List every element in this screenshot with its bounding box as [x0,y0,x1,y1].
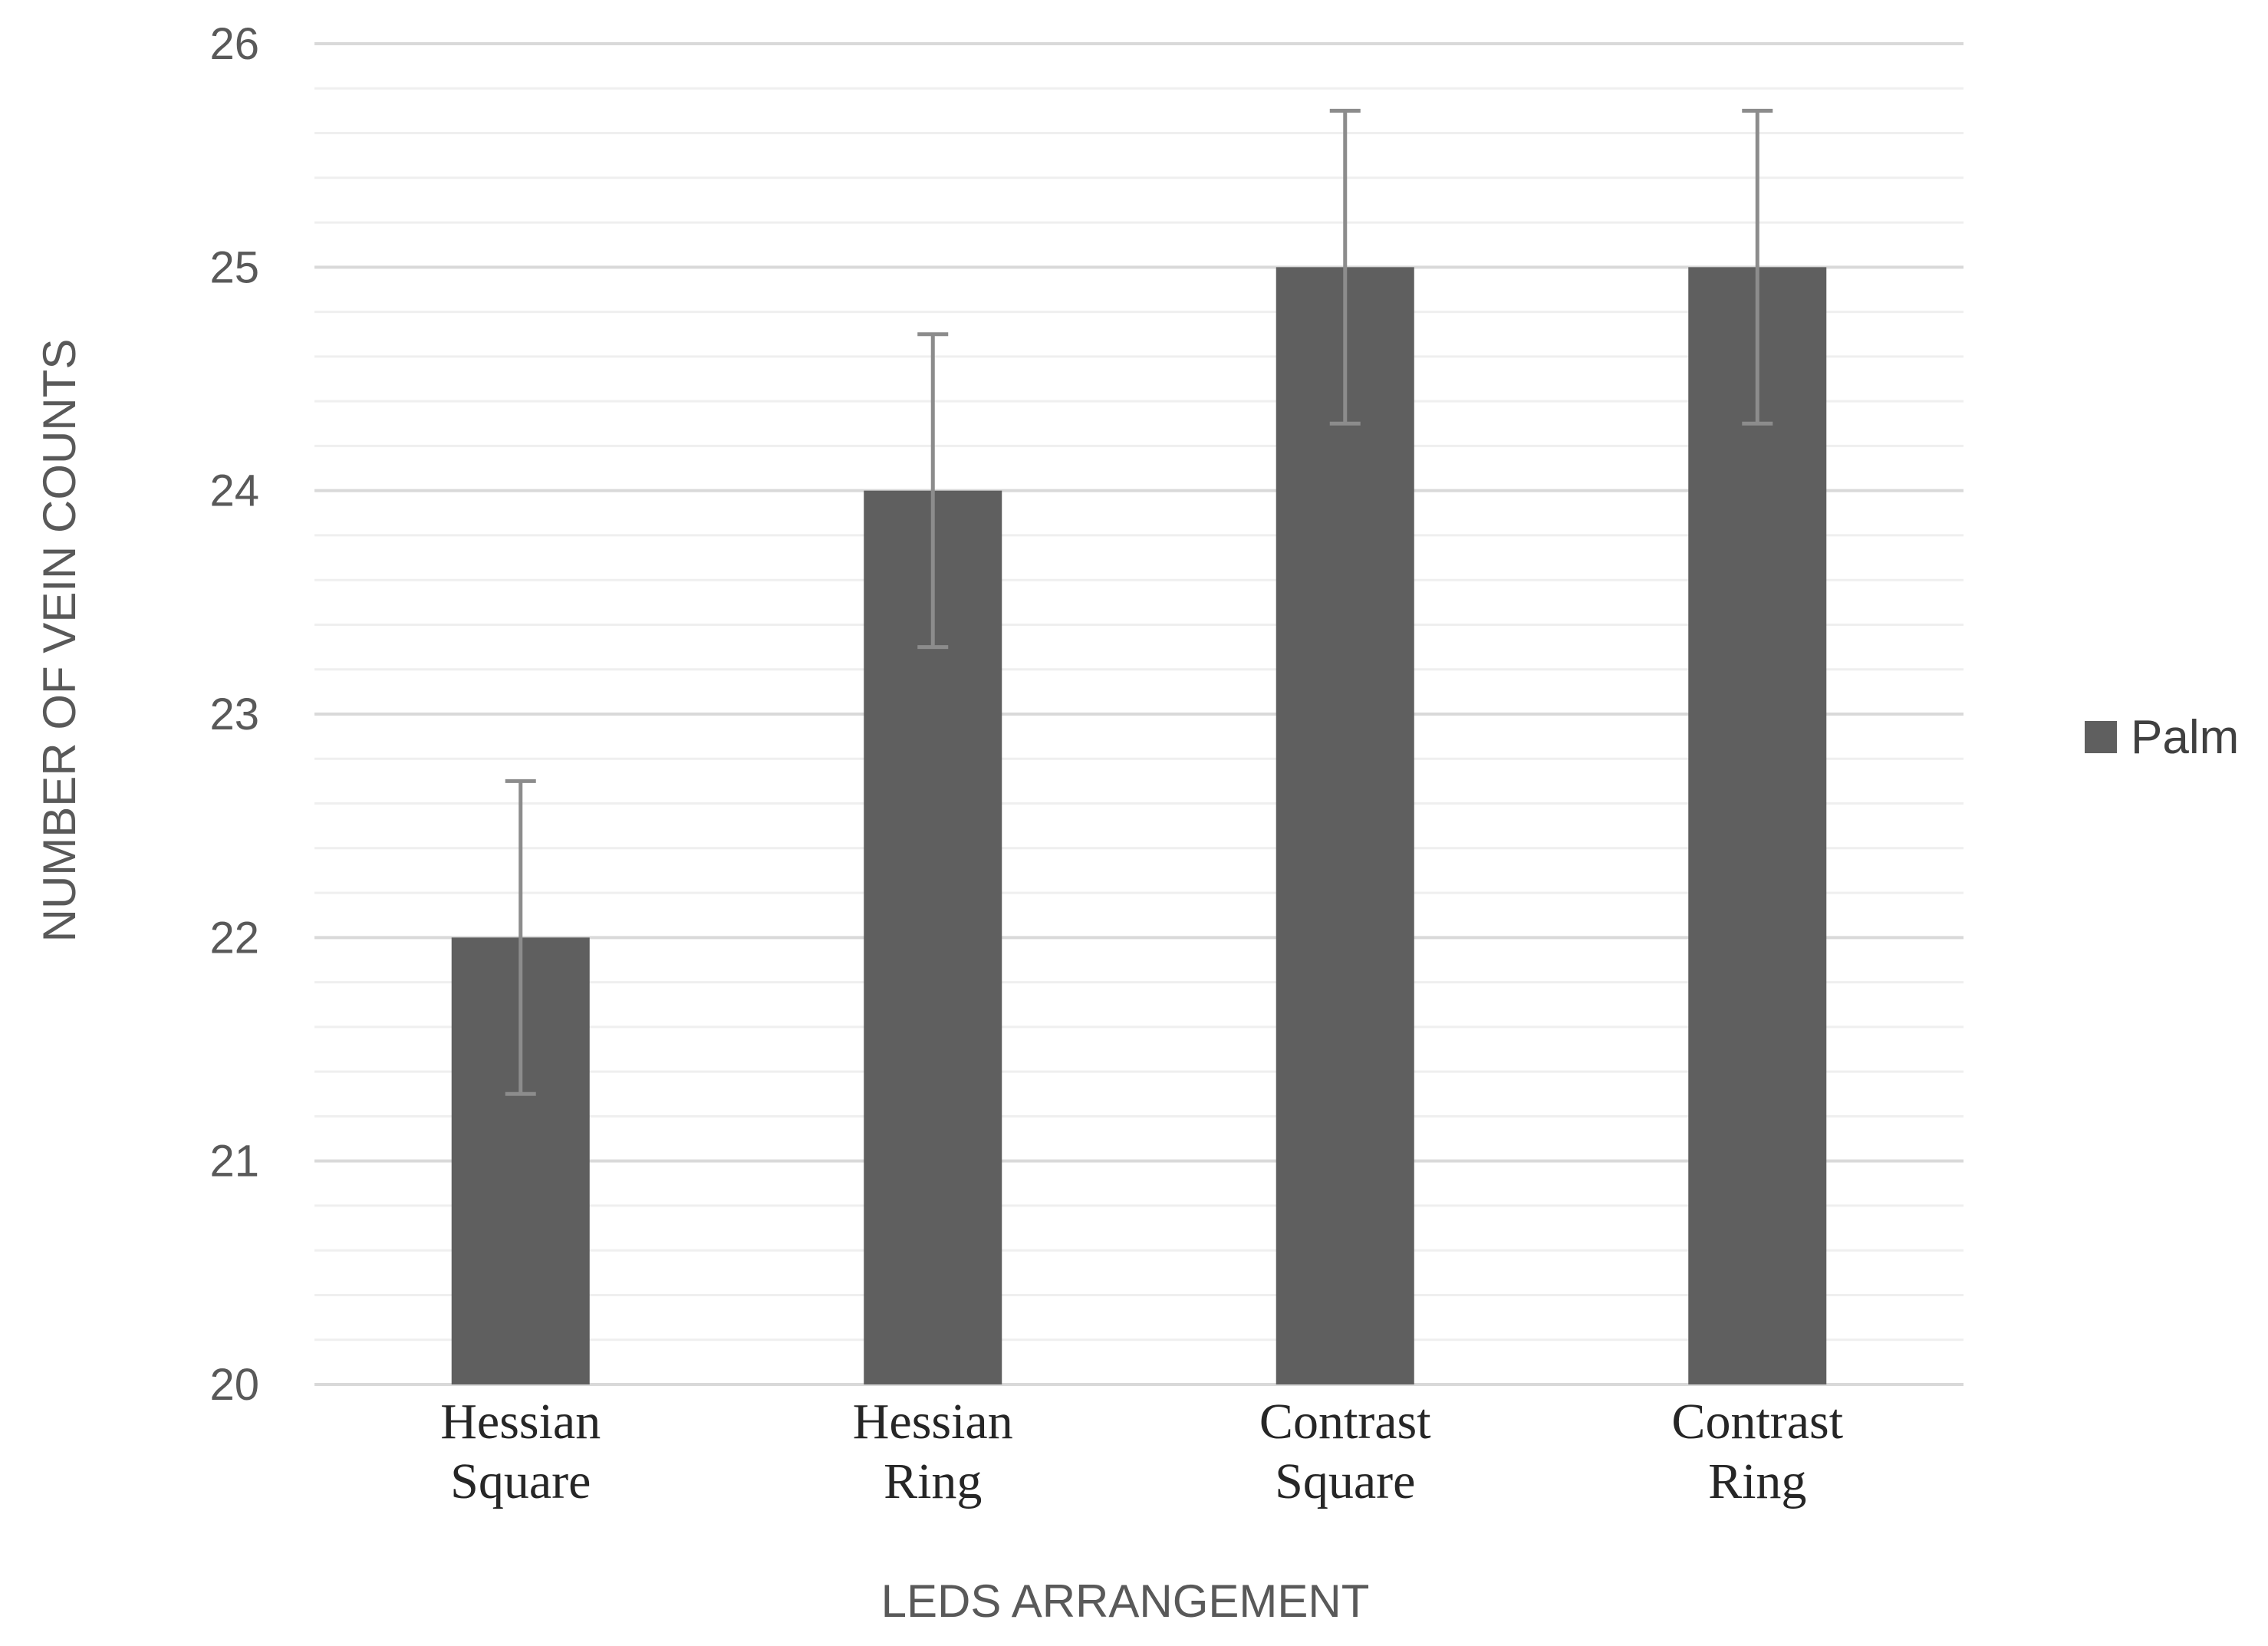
y-tick-label: 26 [209,19,259,69]
bar [1276,267,1414,1384]
y-tick-label: 24 [209,466,259,516]
bars [451,267,1827,1384]
y-axis-ticks: 20 21 22 23 24 25 26 [209,19,259,1410]
legend: Palm [2085,711,2239,764]
x-axis-title: LEDS ARRANGEMENT [881,1575,1370,1627]
legend-label-palm: Palm [2131,711,2239,764]
x-tick-label: Square [450,1453,591,1509]
y-tick-label: 20 [209,1360,259,1410]
legend-swatch-palm [2085,721,2117,753]
y-tick-label: 22 [209,913,259,963]
x-axis-categories: HessianSquareHessianRingContrastSquareCo… [440,1394,1843,1509]
x-tick-label: Contrast [1671,1394,1843,1450]
x-tick-label: Square [1275,1453,1415,1509]
x-tick-label: Hessian [440,1394,601,1450]
bar [1688,267,1827,1384]
y-tick-label: 21 [209,1137,259,1187]
y-tick-label: 25 [209,242,259,292]
x-tick-label: Hessian [853,1394,1013,1450]
y-tick-label: 23 [209,690,259,739]
x-tick-label: Ring [1708,1453,1806,1509]
x-tick-label: Contrast [1259,1394,1431,1450]
y-axis-title: NUMBER OF VEIN COUNTS [34,339,85,943]
x-tick-label: Ring [884,1453,982,1509]
error-bars [505,108,1773,1096]
